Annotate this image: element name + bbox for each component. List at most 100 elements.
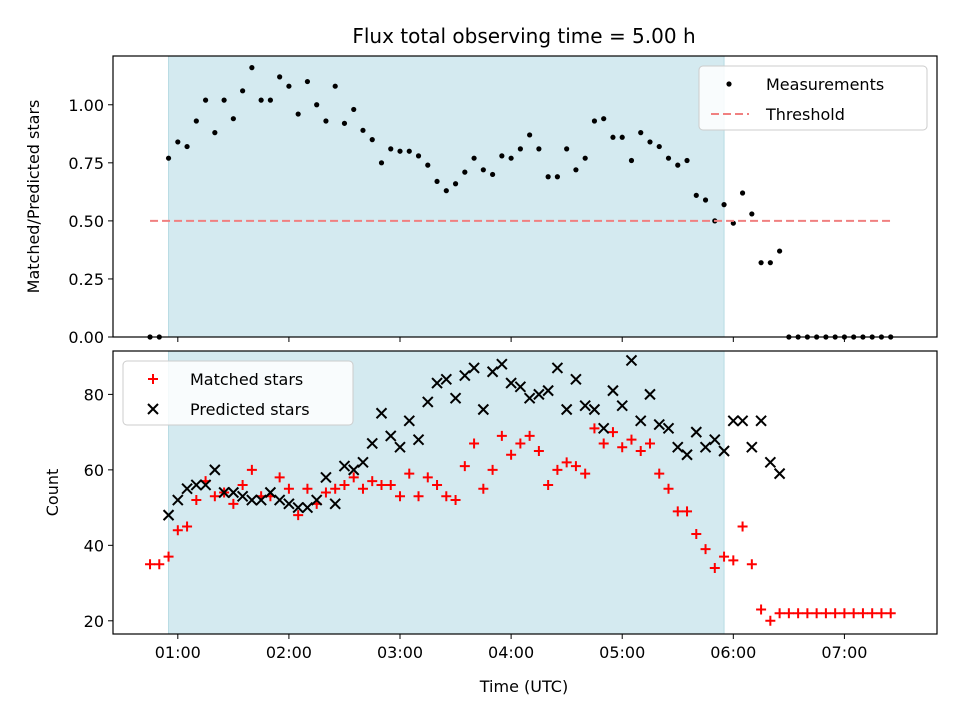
data-point — [323, 118, 329, 124]
data-point — [314, 102, 320, 108]
data-point — [755, 415, 767, 427]
top-axes: 0.00 0.25 0.50 0.75 1.00 Matched/Predicted st… — [24, 55, 938, 347]
data-point — [348, 472, 359, 483]
data-point — [459, 461, 470, 472]
data-point — [471, 155, 477, 161]
data-point — [449, 392, 462, 404]
series-predicted-stars — [162, 354, 786, 521]
data-point — [508, 155, 514, 161]
data-point — [607, 384, 619, 397]
y-tick-label: 80 — [84, 385, 104, 404]
data-point — [589, 423, 600, 434]
data-point — [431, 377, 443, 389]
data-point — [310, 494, 323, 506]
data-point — [341, 120, 348, 126]
data-point — [647, 139, 653, 145]
data-point — [385, 479, 396, 490]
data-point — [480, 167, 486, 173]
chart-title: Flux total observing time = 5.00 h — [352, 24, 695, 48]
data-point — [209, 491, 220, 502]
data-point — [718, 445, 730, 457]
data-point — [283, 498, 295, 510]
data-point — [227, 486, 240, 499]
data-point — [654, 468, 665, 479]
data-point — [415, 153, 422, 159]
x-tick-label: 04:00 — [488, 643, 534, 662]
data-point — [360, 127, 366, 133]
data-point — [338, 460, 351, 472]
data-point — [702, 197, 709, 203]
data-point — [730, 220, 736, 226]
data-point — [255, 494, 267, 506]
data-point — [811, 608, 822, 619]
data-point — [462, 169, 468, 175]
data-point — [228, 498, 239, 509]
x-tick-label: 02:00 — [266, 643, 312, 662]
data-point — [601, 116, 607, 122]
observing-window-shade — [168, 56, 725, 337]
data-point — [320, 487, 331, 498]
data-point — [443, 188, 449, 194]
data-point — [653, 418, 665, 431]
data-point — [691, 529, 702, 540]
axes-frame — [112, 350, 938, 635]
data-point — [524, 430, 535, 441]
data-point — [237, 479, 248, 490]
data-point — [533, 445, 544, 456]
data-point — [728, 555, 739, 566]
data-point — [749, 211, 755, 217]
data-point — [773, 467, 786, 480]
data-point — [588, 403, 601, 416]
data-point — [182, 521, 193, 532]
data-point — [212, 130, 218, 136]
data-point — [619, 134, 625, 140]
data-point — [477, 403, 490, 416]
data-point — [591, 118, 598, 124]
data-point — [793, 608, 804, 619]
data-point — [517, 146, 523, 152]
data-point — [533, 388, 545, 401]
series-matched-stars — [145, 423, 896, 626]
data-point — [145, 559, 156, 570]
data-point — [523, 392, 536, 404]
data-point — [249, 65, 255, 71]
data-point — [598, 438, 609, 449]
data-point — [830, 608, 841, 619]
data-point — [580, 468, 591, 479]
data-point — [635, 445, 646, 456]
data-point — [700, 544, 711, 555]
data-point — [357, 483, 368, 494]
data-point — [607, 427, 618, 438]
y-tick-label: 0.25 — [68, 270, 104, 289]
data-point — [552, 464, 563, 475]
data-point — [628, 157, 635, 164]
data-point — [369, 137, 375, 143]
data-point — [736, 415, 749, 427]
legend-box — [122, 360, 354, 426]
data-point — [489, 171, 496, 178]
data-point — [635, 415, 647, 427]
data-point — [190, 479, 203, 491]
data-point — [375, 407, 388, 419]
data-point — [478, 483, 489, 494]
data-point — [264, 486, 277, 499]
data-point — [681, 449, 693, 461]
data-point — [783, 608, 794, 619]
data-point — [625, 354, 638, 367]
data-point — [767, 260, 773, 266]
data-point — [293, 510, 304, 521]
data-point — [675, 162, 681, 168]
data-point — [301, 501, 314, 514]
data-point — [468, 362, 480, 374]
legend-label: Measurements — [766, 75, 884, 94]
data-point — [452, 181, 459, 187]
data-point — [469, 438, 480, 449]
data-point — [885, 608, 896, 619]
data-point — [693, 192, 699, 198]
bottom-axes: 20 40 60 80 01:00 02:00 03:00 04:00 05:00 06:00 07… — [43, 350, 938, 662]
data-point — [440, 373, 453, 386]
data-point — [175, 139, 181, 145]
y-axis-label: Matched/Predicted stars — [24, 100, 43, 294]
x-tick-label: 01:00 — [155, 643, 201, 662]
data-point — [172, 494, 184, 506]
